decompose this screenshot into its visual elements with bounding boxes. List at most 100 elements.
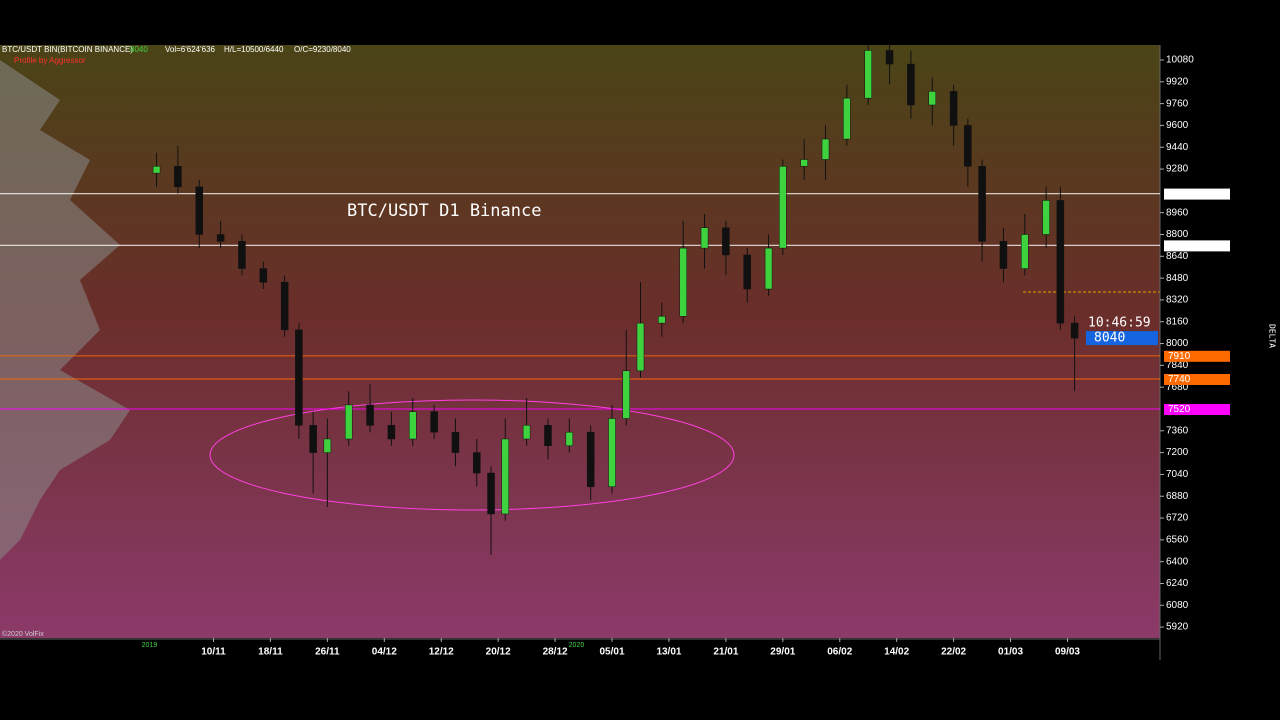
- header-subtitle: Profile by Aggressor: [14, 56, 86, 65]
- candle-body: [152, 166, 161, 174]
- candle-body: [295, 329, 303, 426]
- x-tick-label: 28/12: [543, 647, 568, 658]
- x-tick-label: 20/12: [486, 647, 511, 658]
- y-tick-label: 8000: [1166, 338, 1189, 349]
- clock: 10:46:59: [1088, 316, 1151, 331]
- candle-body: [195, 186, 204, 235]
- volume-profile: [0, 60, 130, 560]
- level-tag: [1164, 240, 1230, 252]
- y-tick-label: 8480: [1166, 273, 1189, 284]
- candle-body: [636, 322, 645, 372]
- candle-body: [978, 166, 986, 242]
- y-tick-label: 8800: [1166, 229, 1189, 240]
- y-tick-label: 6720: [1166, 513, 1189, 524]
- candle-body: [743, 254, 751, 290]
- y-tick-label: 6400: [1166, 556, 1189, 567]
- candle-body: [999, 241, 1008, 269]
- y-tick-label: 8160: [1166, 316, 1189, 327]
- level-label: 7740: [1168, 374, 1191, 385]
- panel-label: DELTA: [1268, 324, 1277, 348]
- watermark: ©2020 VolFix: [2, 630, 44, 638]
- price-tag: [1086, 331, 1158, 346]
- year-label: 2020: [569, 642, 585, 649]
- candle-body: [366, 404, 374, 426]
- candle-body: [843, 97, 851, 140]
- y-tick-label: 7840: [1166, 360, 1189, 371]
- x-tick-label: 01/03: [998, 647, 1023, 658]
- y-tick-label: 6080: [1166, 600, 1189, 611]
- level-label: 8720: [1168, 241, 1191, 252]
- candle-body: [1070, 322, 1079, 339]
- candle-body: [238, 241, 246, 269]
- candle-body: [608, 418, 616, 487]
- candle-body: [1042, 200, 1050, 235]
- x-tick-label: 05/01: [600, 647, 625, 658]
- x-tick-label: 06/02: [827, 647, 852, 658]
- level-tag: [1164, 188, 1230, 200]
- y-tick-label: 5920: [1166, 622, 1189, 633]
- x-tick-label: 09/03: [1055, 647, 1080, 658]
- candle-body: [174, 166, 182, 188]
- header-open-close: O/C=9230/8040: [294, 45, 351, 54]
- x-tick-label: 13/01: [656, 647, 681, 658]
- candle-body: [800, 159, 808, 167]
- candle-body: [964, 125, 972, 167]
- x-tick-label: 29/01: [770, 647, 795, 658]
- candle-body: [679, 247, 687, 317]
- y-tick-label: 10080: [1166, 55, 1194, 66]
- candle-body: [928, 91, 937, 106]
- range-ellipse: [209, 399, 735, 511]
- level-label: 9100: [1168, 189, 1191, 200]
- candle-body: [565, 431, 574, 447]
- candle-body: [779, 166, 787, 249]
- y-tick-label: 9760: [1166, 98, 1189, 109]
- y-tick-label: 8640: [1166, 251, 1189, 262]
- y-tick-label: 7680: [1166, 382, 1189, 393]
- chart-annotation: BTC/USDT D1 Binance: [347, 201, 541, 221]
- y-tick-label: 8320: [1166, 295, 1189, 306]
- candle-body: [280, 281, 289, 331]
- candle-body: [1056, 200, 1065, 324]
- candle-body: [344, 404, 353, 440]
- y-tick-label: 9280: [1166, 164, 1189, 175]
- level-label: 7520: [1168, 404, 1191, 415]
- level-label: 7910: [1168, 351, 1191, 362]
- x-tick-label: 14/02: [884, 647, 909, 658]
- candle-body: [544, 425, 552, 447]
- level-tag: [1164, 373, 1230, 385]
- plot-background: [0, 45, 1160, 638]
- header-price: 8040: [130, 45, 148, 54]
- x-tick-label: 18/11: [258, 647, 283, 658]
- candle-body: [885, 50, 894, 65]
- header-high-low: H/L=10500/6440: [224, 45, 284, 54]
- candle-body: [473, 452, 481, 474]
- candle-body: [216, 234, 225, 242]
- candle-body: [323, 438, 332, 453]
- candle-body: [430, 411, 438, 433]
- x-tick-label: 12/12: [429, 647, 454, 658]
- candle-body: [387, 425, 396, 440]
- candle-body: [409, 411, 417, 440]
- y-tick-label: 7200: [1166, 447, 1189, 458]
- candle-body: [907, 63, 915, 106]
- y-tick-label: 9440: [1166, 142, 1189, 153]
- candle-body: [949, 91, 958, 126]
- y-tick-label: 7360: [1166, 425, 1189, 436]
- candle-body: [586, 431, 595, 487]
- x-tick-label: 04/12: [372, 647, 397, 658]
- y-tick-label: 6880: [1166, 491, 1189, 502]
- candle-body: [700, 227, 709, 249]
- y-tick-label: 6240: [1166, 578, 1189, 589]
- candle-body: [259, 268, 268, 283]
- y-tick-label: 9920: [1166, 76, 1189, 87]
- candle-body: [309, 425, 317, 453]
- y-tick-label: 6560: [1166, 534, 1189, 545]
- level-tag: [1164, 350, 1230, 362]
- x-tick-label: 26/11: [315, 647, 340, 658]
- candle-body: [487, 472, 495, 515]
- candle-body: [764, 247, 773, 290]
- year-label: 2019: [142, 642, 158, 649]
- candle-body: [522, 425, 531, 440]
